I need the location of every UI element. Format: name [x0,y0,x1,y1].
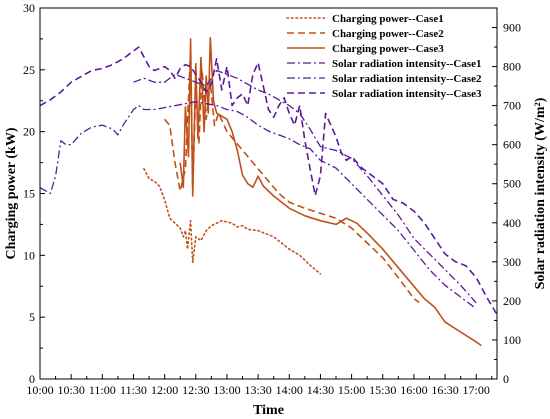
ticks-layer: 10:00 10:30 11:00 11:30 12:00 12:30 13:00 13:30… [23,1,521,397]
right-tick-label: 700 [503,99,521,113]
series-line-6 [39,46,498,316]
x-tick-label: 14:30 [307,383,334,397]
series-line-3 [179,36,482,347]
right-tick-label: 300 [503,255,521,269]
x-tick-label: 14:00 [276,383,303,397]
series-line-4 [133,69,477,304]
left-tick-label: 30 [23,1,35,15]
x-tick-label: 10:00 [26,383,53,397]
right-tick-label: 800 [503,60,521,74]
right-tick-label: 500 [503,177,521,191]
series-line-2 [163,50,420,303]
x-tick-label: 13:00 [213,383,240,397]
legend-label-3: Charging power--Case3 [332,43,444,55]
left-tick-label: 15 [23,187,35,201]
x-tick-label: 12:00 [151,383,178,397]
legend-label-5: Solar radiation intensity--Case2 [332,73,482,85]
legend-label-4: Solar radiation intensity--Case1 [332,58,482,70]
x-tick-label: 11:30 [120,383,147,397]
legend: Charging power--Case1 Charging power--Cas… [286,13,482,100]
series-line-1 [143,168,322,275]
right-axis-title: Solar radiation intensity (W/m²) [533,97,548,289]
legend-label-6: Solar radiation intensity--Case3 [332,88,482,100]
right-tick-label: 400 [503,216,521,230]
x-tick-label: 11:00 [89,383,116,397]
left-axis-title: Charging power (kW) [4,127,19,259]
x-axis-title: Time [253,403,284,418]
x-tick-label: 13:30 [244,383,271,397]
right-tick-label: 600 [503,138,521,152]
x-tick-label: 17:00 [463,383,490,397]
x-tick-label: 10:30 [57,383,84,397]
x-tick-label: 15:30 [369,383,396,397]
left-tick-label: 5 [29,310,35,324]
x-tick-label: 15:00 [338,383,365,397]
left-tick-label: 0 [29,372,35,386]
left-tick-label: 10 [23,248,35,262]
legend-label-2: Charging power--Case2 [332,28,444,40]
legend-label-1: Charging power--Case1 [332,13,444,25]
right-tick-label: 100 [503,333,521,347]
left-tick-label: 25 [23,63,35,77]
x-tick-label: 12:30 [182,383,209,397]
series-line-5 [39,101,477,310]
x-tick-label: 16:00 [400,383,427,397]
left-tick-label: 20 [23,125,35,139]
right-tick-label: 0 [503,372,509,386]
x-tick-label: 16:30 [431,383,458,397]
series-layer [39,36,498,347]
right-tick-label: 900 [503,21,521,35]
right-tick-label: 200 [503,294,521,308]
